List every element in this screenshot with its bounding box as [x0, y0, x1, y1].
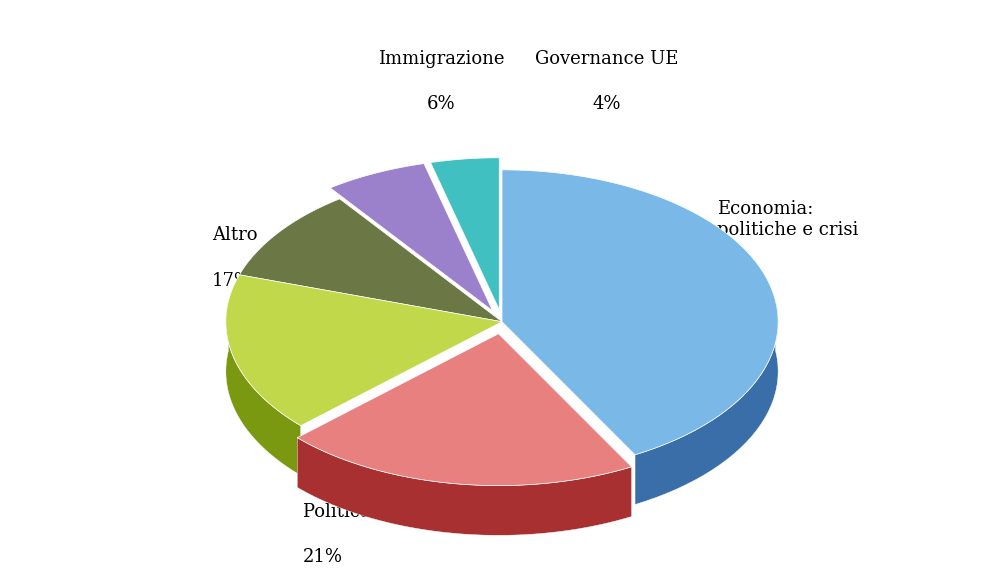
Polygon shape — [226, 301, 301, 475]
Polygon shape — [297, 333, 631, 486]
Text: Immigrazione: Immigrazione — [377, 50, 504, 67]
Text: 4%: 4% — [592, 96, 621, 113]
Polygon shape — [430, 158, 498, 309]
Text: Politica estera: Politica estera — [303, 503, 433, 521]
Polygon shape — [226, 275, 502, 426]
Polygon shape — [502, 170, 777, 455]
Text: Altro: Altro — [212, 227, 258, 244]
Text: Economia:
politiche e crisi: Economia: politiche e crisi — [717, 200, 858, 239]
Polygon shape — [330, 164, 492, 311]
Text: 17%: 17% — [212, 272, 252, 290]
Text: 21%: 21% — [303, 548, 343, 566]
Text: 42%: 42% — [717, 267, 756, 284]
Polygon shape — [634, 301, 777, 505]
Polygon shape — [239, 199, 502, 321]
Polygon shape — [297, 438, 631, 535]
Text: 6%: 6% — [426, 96, 455, 113]
Text: Governance UE: Governance UE — [535, 50, 678, 67]
